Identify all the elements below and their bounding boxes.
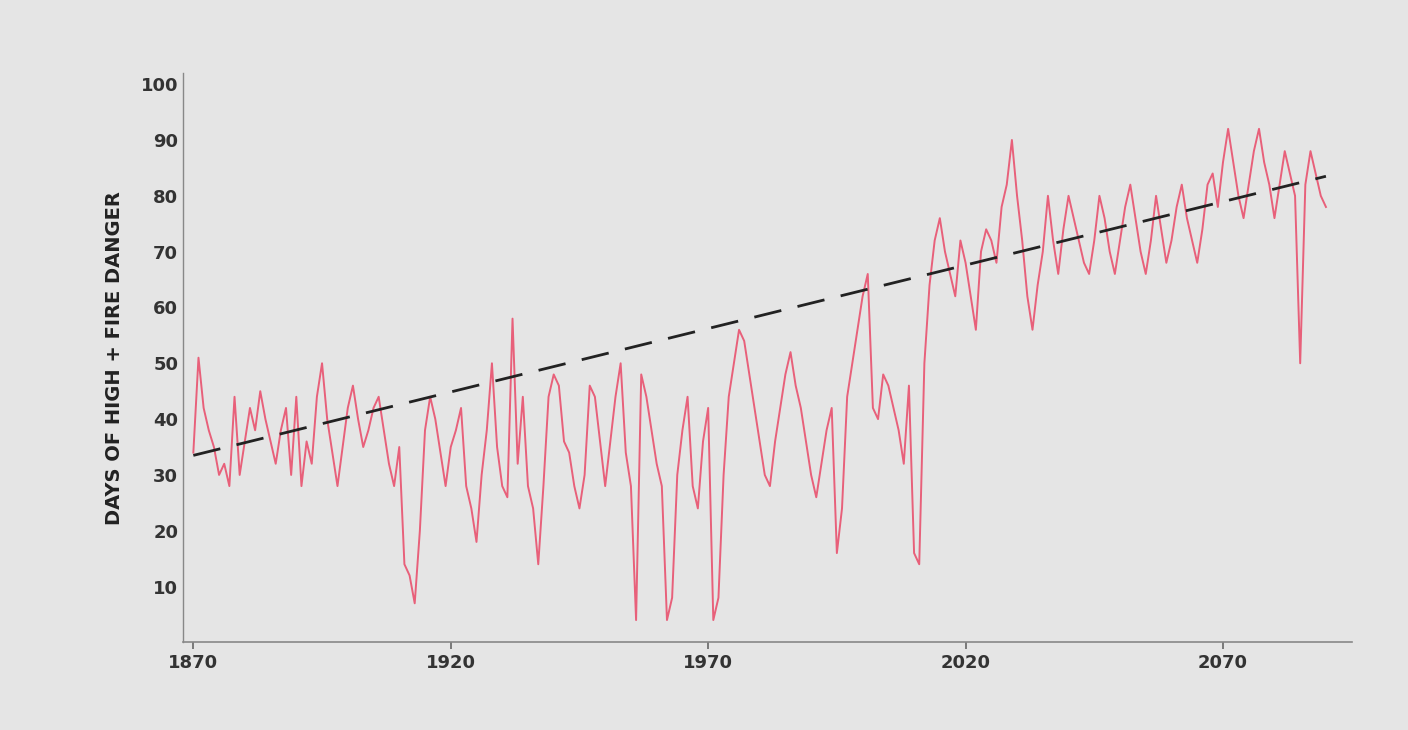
- Y-axis label: DAYS OF HIGH + FIRE DANGER: DAYS OF HIGH + FIRE DANGER: [106, 191, 124, 525]
